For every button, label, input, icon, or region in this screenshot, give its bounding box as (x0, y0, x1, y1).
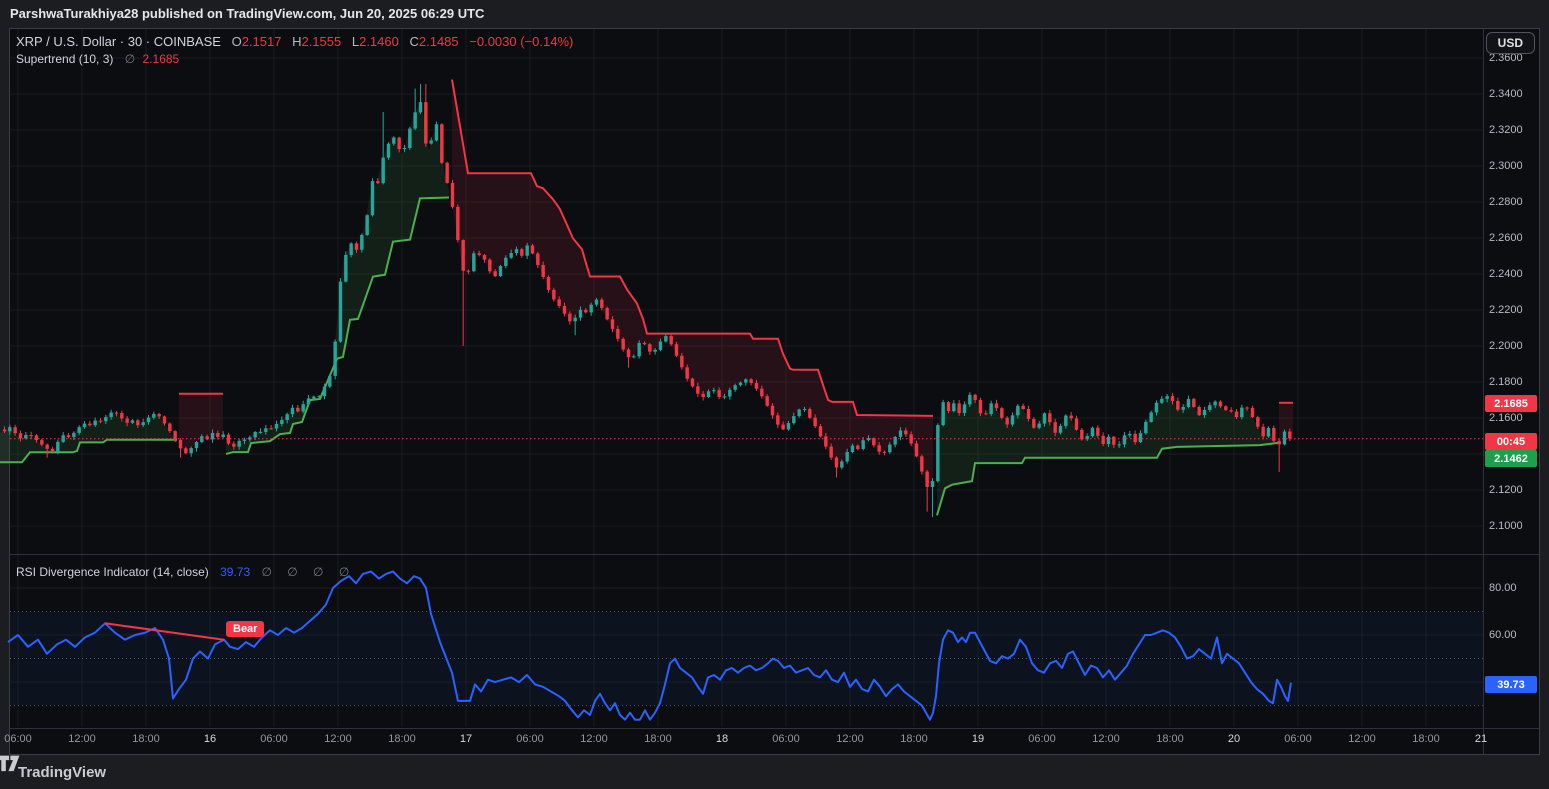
price-tick: 2.3600 (1489, 52, 1523, 64)
price-tick: 2.1600 (1489, 412, 1523, 424)
price-tick: 2.3400 (1489, 88, 1523, 100)
price-tick: 60.00 (1489, 629, 1517, 641)
ohlc-low: L2.1460 (351, 34, 399, 49)
price-tick: 2.1200 (1489, 484, 1523, 496)
time-tick: 18:00 (132, 733, 160, 745)
time-tick: 18:00 (644, 733, 672, 745)
time-tick: 12:00 (1092, 733, 1120, 745)
time-tick: 12:00 (68, 733, 96, 745)
rsi-line (7, 570, 1292, 721)
symbol-legend: XRP / U.S. Dollar · 30 · COINBASE O2.151… (16, 33, 573, 68)
time-tick: 12:00 (1348, 733, 1376, 745)
axis-price-label: 2.1462 (1485, 450, 1537, 467)
symbol-title[interactable]: XRP / U.S. Dollar · 30 · COINBASE (16, 34, 221, 49)
time-tick: 06:00 (4, 733, 32, 745)
price-tick: 2.2800 (1489, 196, 1523, 208)
time-tick: 21 (1474, 733, 1488, 745)
axis-price-label: 39.73 (1485, 676, 1537, 693)
publish-text: ParshwaTurakhiya28 published on TradingV… (10, 6, 485, 21)
ohlc-close: C2.1485 (409, 34, 459, 49)
price-change: −0.0030 (−0.14%) (469, 34, 574, 49)
price-tick: 2.3000 (1489, 160, 1523, 172)
gridlines (10, 29, 1483, 727)
time-tick: 06:00 (1284, 733, 1312, 745)
time-tick: 16 (203, 733, 217, 745)
time-tick: 06:00 (516, 733, 544, 745)
price-tick: 2.2000 (1489, 340, 1523, 352)
time-tick: 18 (715, 733, 729, 745)
indicator-legend-supertrend[interactable]: Supertrend (10, 3) ∅ 2.1685 (16, 52, 180, 66)
price-tick: 2.1000 (1489, 520, 1523, 532)
time-tick: 06:00 (260, 733, 288, 745)
price-tick: 2.2600 (1489, 232, 1523, 244)
time-tick: 12:00 (324, 733, 352, 745)
time-tick: 12:00 (836, 733, 864, 745)
time-tick: 20 (1227, 733, 1241, 745)
publish-bar: ParshwaTurakhiya28 published on TradingV… (0, 0, 1549, 28)
tradingview-logo-link[interactable]: TradingView (0, 755, 107, 781)
tradingview-logo-icon (0, 755, 20, 772)
price-tick: 2.1800 (1489, 376, 1523, 388)
time-tick: 19 (971, 733, 985, 745)
axis-price-label: 2.1685 (1485, 395, 1537, 412)
time-tick: 18:00 (1412, 733, 1440, 745)
currency-button[interactable]: USD (1485, 32, 1535, 54)
price-tick: 2.2200 (1489, 304, 1523, 316)
ohlc-open: O2.1517 (231, 34, 282, 49)
time-tick: 18:00 (388, 733, 416, 745)
time-tick: 12:00 (580, 733, 608, 745)
price-tick: 2.3200 (1489, 124, 1523, 136)
indicator-legend-rsi[interactable]: RSI Divergence Indicator (14, close) 39.… (16, 565, 356, 579)
time-tick: 06:00 (772, 733, 800, 745)
brand-name: TradingView (18, 763, 107, 781)
time-tick: 18:00 (1156, 733, 1184, 745)
axis-price-label: 00:45 (1485, 433, 1537, 450)
price-tick: 80.00 (1489, 582, 1517, 594)
time-tick: 18:00 (900, 733, 928, 745)
time-tick: 17 (459, 733, 473, 745)
bear-divergence-line (104, 622, 225, 641)
ohlc-high: H2.1555 (292, 34, 342, 49)
bear-divergence-label: Bear (226, 620, 265, 637)
price-tick: 2.2400 (1489, 268, 1523, 280)
time-tick: 06:00 (1028, 733, 1056, 745)
supertrend (0, 79, 1293, 516)
candles (2, 84, 1292, 518)
brand-bar: TradingView (0, 755, 1549, 789)
